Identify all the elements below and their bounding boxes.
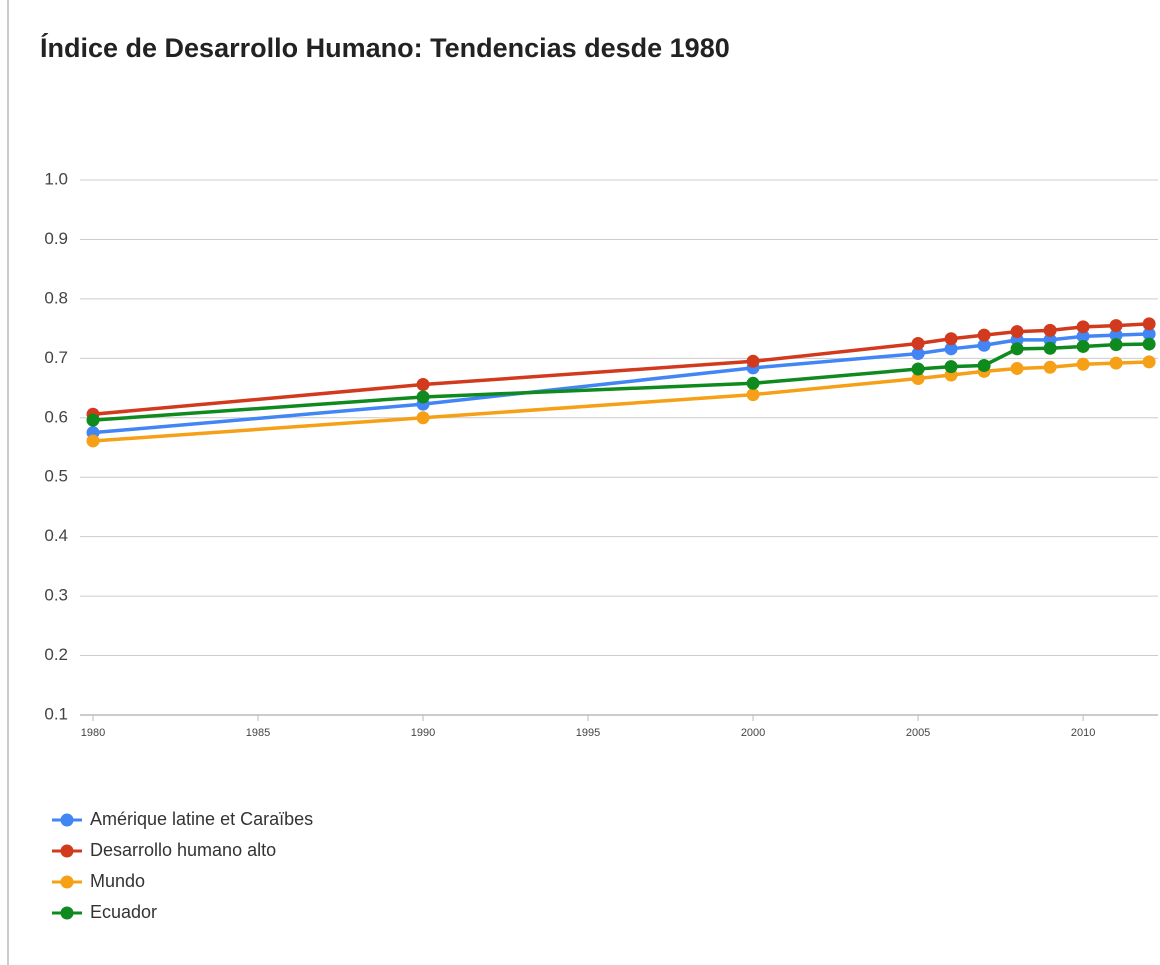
data-point <box>1142 355 1156 369</box>
y-tick-label: 0.9 <box>44 229 68 248</box>
data-point <box>977 328 991 342</box>
y-tick-label: 0.6 <box>44 407 68 426</box>
x-tick-label: 1995 <box>576 727 600 739</box>
legend-swatch-dot <box>60 813 74 827</box>
data-point <box>1010 361 1024 375</box>
data-point <box>1076 339 1090 353</box>
legend-label: Mundo <box>90 871 145 891</box>
data-point <box>911 372 925 386</box>
data-point <box>1142 327 1156 341</box>
data-point <box>1010 342 1024 356</box>
data-point <box>944 332 958 346</box>
legend-swatch-dot <box>60 906 74 920</box>
x-tick-label: 2000 <box>741 727 765 739</box>
data-point <box>1043 341 1057 355</box>
data-point <box>416 411 430 425</box>
data-point <box>1043 323 1057 337</box>
y-tick-label: 0.1 <box>44 704 68 723</box>
x-tick-label: 1990 <box>411 727 435 739</box>
data-point <box>1010 325 1024 339</box>
y-tick-label: 0.5 <box>44 467 68 486</box>
data-point <box>746 354 760 368</box>
x-tick-label: 1985 <box>246 727 270 739</box>
x-tick-label: 2005 <box>906 727 930 739</box>
y-tick-label: 0.3 <box>44 586 68 605</box>
data-point <box>1109 319 1123 333</box>
data-point <box>1142 337 1156 351</box>
legend-label: Desarrollo humano alto <box>90 840 276 860</box>
data-point <box>1043 360 1057 374</box>
legend-label: Amérique latine et Caraïbes <box>90 809 313 829</box>
data-point <box>86 434 100 448</box>
chart-title: Índice de Desarrollo Humano: Tendencias … <box>40 32 730 63</box>
y-tick-label: 1.0 <box>44 169 68 188</box>
data-point <box>977 358 991 372</box>
data-point <box>977 338 991 352</box>
x-tick-label: 1980 <box>81 727 105 739</box>
data-point <box>86 413 100 427</box>
y-tick-label: 0.4 <box>44 526 68 545</box>
data-point <box>1109 328 1123 342</box>
data-point <box>1076 357 1090 371</box>
data-point <box>746 388 760 402</box>
data-point <box>944 342 958 356</box>
data-point <box>746 376 760 390</box>
y-tick-label: 0.8 <box>44 288 68 307</box>
y-tick-label: 0.7 <box>44 348 68 367</box>
data-point <box>911 347 925 361</box>
data-point <box>911 336 925 350</box>
data-point <box>1076 329 1090 343</box>
data-point <box>1109 338 1123 352</box>
y-tick-label: 0.2 <box>44 645 68 664</box>
data-point <box>1076 320 1090 334</box>
data-point <box>1109 356 1123 370</box>
data-point <box>911 362 925 376</box>
legend-swatch-dot <box>60 875 74 889</box>
data-point <box>944 360 958 374</box>
data-point <box>416 377 430 391</box>
x-tick-label: 2010 <box>1071 727 1095 739</box>
data-point <box>416 390 430 404</box>
legend-swatch-dot <box>60 844 74 858</box>
legend-label: Ecuador <box>90 902 157 922</box>
series-line <box>92 322 1150 416</box>
data-point <box>1142 317 1156 331</box>
